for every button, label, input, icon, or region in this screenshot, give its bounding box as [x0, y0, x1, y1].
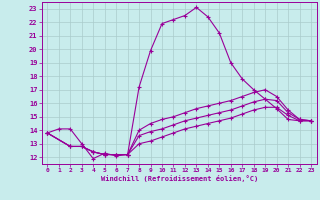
X-axis label: Windchill (Refroidissement éolien,°C): Windchill (Refroidissement éolien,°C): [100, 175, 258, 182]
